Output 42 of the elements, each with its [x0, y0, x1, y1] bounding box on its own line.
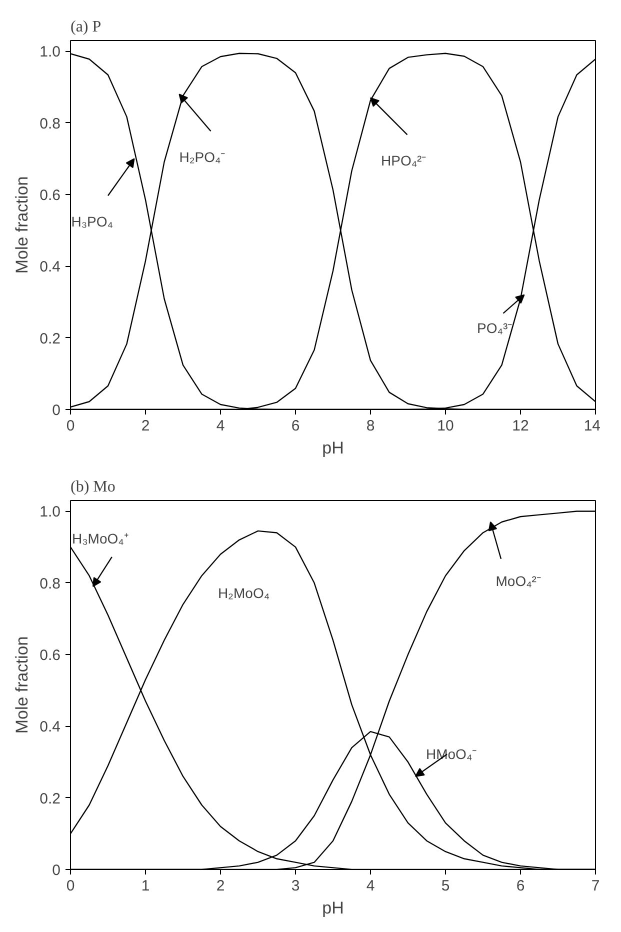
y-tick-label: 0 — [52, 402, 60, 419]
annotation: MoO₄²⁻ — [496, 573, 542, 590]
x-tick-label: 14 — [584, 418, 601, 434]
y-tick-label: 0.2 — [40, 330, 61, 348]
x-tick-label: 1 — [141, 878, 150, 894]
annotation: HMoO₄⁻ — [426, 746, 478, 762]
x-tick-label: 8 — [366, 418, 375, 434]
annotation: H₂PO₄⁻ — [179, 148, 226, 165]
x-tick-label: 3 — [291, 878, 300, 894]
y-tick-label: 0.4 — [40, 258, 61, 276]
annotation: H₃MoO₄⁺ — [72, 530, 129, 547]
x-tick-label: 6 — [291, 418, 300, 434]
x-tick-label: 4 — [216, 418, 225, 434]
x-axis-title: pH — [322, 898, 344, 918]
y-tick-label: 0.8 — [40, 115, 61, 132]
y-tick-label: 0.6 — [40, 647, 61, 664]
annotation: H₃PO₄ — [71, 213, 114, 230]
y-axis-title: Mole fraction — [12, 636, 32, 734]
y-tick-label: 1.0 — [40, 504, 61, 521]
x-tick-label: 4 — [366, 878, 375, 894]
chart-title: (a) P — [70, 18, 102, 36]
x-tick-label: 5 — [441, 878, 450, 894]
y-axis-title: Mole fraction — [12, 176, 32, 274]
x-tick-label: 12 — [512, 418, 529, 434]
y-tick-label: 0.6 — [40, 187, 61, 204]
x-tick-label: 7 — [591, 878, 600, 894]
x-tick-label: 6 — [516, 878, 525, 894]
x-tick-label: 10 — [437, 418, 454, 434]
y-tick-label: 0.4 — [40, 718, 61, 736]
x-tick-label: 0 — [66, 878, 75, 894]
annotation: PO₄³⁻ — [477, 320, 513, 336]
x-tick-label: 2 — [141, 418, 150, 434]
y-tick-label: 1.0 — [40, 44, 61, 61]
y-tick-label: 0.8 — [40, 575, 61, 592]
chart-title: (b) Mo — [70, 478, 116, 496]
annotation: HPO₄²⁻ — [381, 152, 427, 169]
y-tick-label: 0.2 — [40, 790, 61, 808]
x-axis-title: pH — [322, 438, 344, 458]
x-tick-label: 0 — [66, 418, 75, 434]
annotation: H₂MoO₄ — [218, 584, 270, 601]
x-tick-label: 2 — [216, 878, 225, 894]
y-tick-label: 0 — [52, 862, 60, 879]
